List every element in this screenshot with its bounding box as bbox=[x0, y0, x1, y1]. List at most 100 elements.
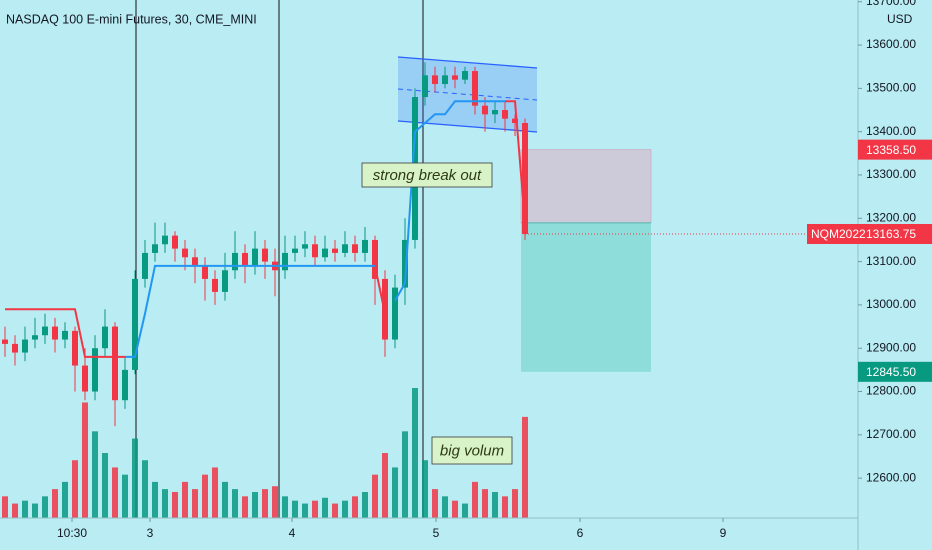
volume-bar bbox=[232, 489, 238, 518]
volume bbox=[2, 388, 528, 518]
candle-body bbox=[502, 110, 508, 119]
volume-bar bbox=[262, 489, 268, 518]
candle-body bbox=[102, 326, 108, 349]
volume-bar bbox=[482, 489, 488, 518]
candle-body bbox=[82, 365, 88, 392]
candle-body bbox=[302, 244, 308, 249]
candle-body bbox=[222, 270, 228, 292]
candle-body bbox=[42, 326, 48, 336]
indicator-line bbox=[5, 100, 526, 358]
volume-bar bbox=[52, 489, 58, 518]
volume-bar bbox=[122, 474, 128, 518]
y-tick-label: 13600.00 bbox=[866, 37, 916, 51]
candle-body bbox=[472, 71, 478, 106]
annotation-box bbox=[431, 436, 513, 465]
volume-bar bbox=[412, 388, 418, 518]
volume-bar bbox=[202, 474, 208, 518]
candle-body bbox=[62, 330, 68, 340]
volume-bar bbox=[382, 453, 388, 518]
candle-body bbox=[162, 235, 168, 245]
y-tick-label: 13700.00 bbox=[866, 0, 916, 8]
price-label-box bbox=[858, 223, 932, 244]
volume-bar bbox=[312, 500, 318, 518]
volume-bar bbox=[112, 467, 118, 518]
volume-bar bbox=[462, 503, 468, 518]
annotation-text: strong break out bbox=[373, 167, 482, 184]
channel-lower bbox=[397, 120, 538, 133]
candle-body bbox=[92, 348, 98, 392]
stop-zone bbox=[520, 149, 652, 224]
volume-bar bbox=[402, 431, 408, 518]
candle-body bbox=[262, 248, 268, 262]
symbol-box bbox=[807, 223, 858, 244]
volume-bar bbox=[342, 500, 348, 518]
candle-body bbox=[252, 248, 258, 266]
y-tick-label: 12800.00 bbox=[866, 384, 916, 398]
candle-body bbox=[202, 265, 208, 279]
target-zone bbox=[521, 222, 651, 372]
volume-bar bbox=[182, 481, 188, 518]
volume-bar bbox=[302, 503, 308, 518]
candle-body bbox=[122, 369, 128, 401]
candle-body bbox=[12, 343, 18, 353]
y-tick-label: 12900.00 bbox=[866, 340, 916, 354]
candle-body bbox=[172, 235, 178, 249]
price-label-box bbox=[858, 361, 932, 382]
candle-body bbox=[322, 248, 328, 258]
volume-bar bbox=[92, 431, 98, 518]
candle-body bbox=[212, 278, 218, 292]
volume-bar bbox=[352, 496, 358, 518]
candle-body bbox=[402, 239, 408, 288]
candle-body bbox=[242, 252, 248, 266]
candle-body bbox=[482, 105, 488, 115]
annotation-text: big volum bbox=[440, 442, 504, 459]
volume-bar bbox=[32, 503, 38, 518]
x-tick-label: 3 bbox=[147, 526, 154, 540]
candle-body bbox=[72, 330, 78, 366]
volume-bar bbox=[392, 467, 398, 518]
volume-bar bbox=[162, 489, 168, 518]
currency: USD bbox=[887, 12, 913, 26]
volume-bar bbox=[252, 492, 258, 518]
x-tick-label: 9 bbox=[720, 526, 727, 540]
volume-bar bbox=[372, 474, 378, 518]
volume-bar bbox=[22, 500, 28, 518]
candle-body bbox=[152, 244, 158, 253]
volume-bar bbox=[322, 497, 328, 518]
volume-bar bbox=[132, 438, 138, 518]
volume-bar bbox=[472, 481, 478, 518]
candle-body bbox=[292, 248, 298, 253]
price-label: 12845.50 bbox=[866, 365, 916, 379]
volume-bar bbox=[492, 492, 498, 518]
candle-body bbox=[32, 335, 38, 340]
candle-body bbox=[192, 257, 198, 266]
y-tick-label: 13300.00 bbox=[866, 167, 916, 181]
candle-body bbox=[362, 239, 368, 253]
volume-bar bbox=[212, 467, 218, 518]
candle-body bbox=[232, 252, 238, 271]
candle-body bbox=[132, 278, 138, 370]
indicator bbox=[5, 100, 526, 358]
volume-bar bbox=[82, 402, 88, 518]
volume-bar bbox=[452, 500, 458, 518]
volume-bar bbox=[62, 481, 68, 518]
volume-bar bbox=[512, 489, 518, 518]
volume-bar bbox=[362, 492, 368, 518]
x-tick-label: 4 bbox=[289, 526, 296, 540]
volume-bar bbox=[12, 503, 18, 518]
chart-title: NASDAQ 100 E-mini Futures, 30, CME_MINI bbox=[6, 12, 257, 26]
volume-bar bbox=[102, 453, 108, 518]
price-label: 13163.75 bbox=[866, 227, 916, 241]
x-tick-label: 6 bbox=[577, 526, 584, 540]
candle-body bbox=[442, 75, 448, 85]
volume-bar bbox=[42, 496, 48, 518]
x-tick-label: 5 bbox=[433, 526, 440, 540]
volume-bar bbox=[192, 489, 198, 518]
y-tick-label: 12600.00 bbox=[866, 470, 916, 484]
volume-bar bbox=[222, 481, 228, 518]
price-label: 13358.50 bbox=[866, 143, 916, 157]
candle-body bbox=[432, 75, 438, 85]
annotation-box bbox=[361, 162, 493, 188]
position-tool bbox=[520, 149, 652, 372]
channel-upper bbox=[397, 56, 538, 69]
